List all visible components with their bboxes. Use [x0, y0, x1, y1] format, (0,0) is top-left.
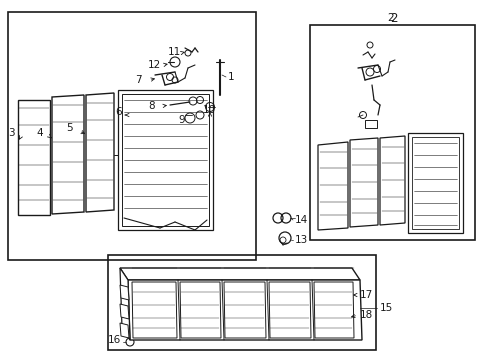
Text: 3: 3: [8, 128, 15, 138]
Text: 12: 12: [148, 60, 161, 70]
Polygon shape: [349, 138, 377, 227]
Text: 5: 5: [66, 123, 73, 133]
Polygon shape: [120, 268, 130, 340]
Bar: [108, 255, 375, 350]
Polygon shape: [120, 323, 129, 338]
Text: 8: 8: [148, 101, 154, 111]
Text: 6: 6: [115, 107, 122, 117]
Polygon shape: [18, 100, 50, 215]
Text: 14: 14: [294, 215, 307, 225]
Bar: [411, 137, 458, 229]
Bar: [309, 25, 474, 240]
Bar: [118, 90, 213, 230]
Text: 10: 10: [203, 105, 216, 115]
Text: 18: 18: [359, 310, 372, 320]
Polygon shape: [317, 142, 347, 230]
Polygon shape: [224, 282, 265, 338]
Polygon shape: [120, 268, 359, 280]
Text: 7: 7: [135, 75, 142, 85]
Polygon shape: [52, 95, 84, 214]
Text: 13: 13: [294, 235, 307, 245]
Text: 9: 9: [178, 115, 184, 125]
Polygon shape: [132, 282, 177, 338]
Polygon shape: [268, 282, 310, 338]
Bar: [122, 94, 208, 226]
Polygon shape: [120, 304, 129, 319]
Text: 4: 4: [36, 128, 42, 138]
Text: 1: 1: [227, 72, 234, 82]
Polygon shape: [120, 285, 129, 300]
Text: 16: 16: [108, 335, 121, 345]
Polygon shape: [180, 282, 221, 338]
Polygon shape: [379, 136, 404, 225]
Bar: [8, 12, 256, 260]
Text: 2: 2: [389, 12, 397, 24]
Text: 17: 17: [359, 290, 372, 300]
Polygon shape: [86, 93, 114, 212]
Bar: [364, 120, 376, 128]
Polygon shape: [128, 280, 361, 340]
Text: 2: 2: [386, 13, 393, 23]
Text: 11: 11: [168, 47, 181, 57]
Bar: [407, 133, 462, 233]
Polygon shape: [313, 282, 353, 338]
Text: 15: 15: [379, 303, 392, 313]
